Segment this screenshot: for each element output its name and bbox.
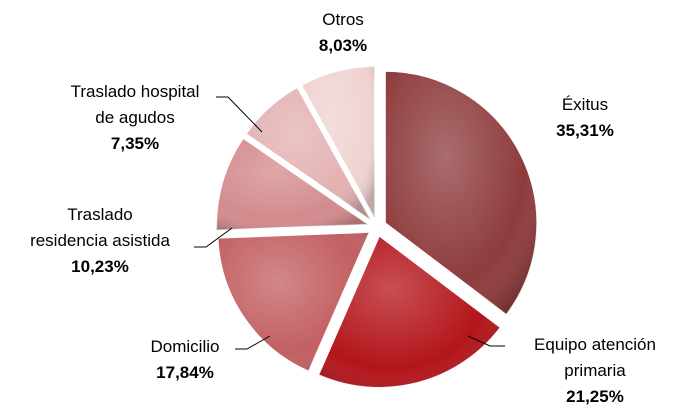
slice-label: Otros 8,03%	[243, 7, 443, 59]
category-label: Domicilio	[150, 337, 220, 356]
leader-line	[216, 96, 263, 133]
slice-label: Éxitus 35,31%	[485, 92, 675, 144]
slice-label: Domicilio 17,84%	[85, 334, 285, 386]
value-label: 7,35%	[110, 134, 160, 153]
leader-line	[194, 227, 233, 248]
slice-shading	[385, 70, 538, 315]
slice-shading	[301, 66, 375, 219]
value-label: 35,31%	[556, 121, 614, 140]
slices	[215, 65, 538, 389]
slice-shading	[245, 87, 371, 221]
slice-label: Equipo atención primaria 21,25%	[495, 332, 675, 410]
value-label: 8,03%	[318, 36, 368, 55]
slice-shading	[318, 235, 501, 388]
category-label: Traslado residencia asistida	[30, 205, 170, 250]
category-label: Éxitus	[561, 95, 609, 114]
value-label: 17,84%	[156, 363, 214, 382]
leader-line	[235, 335, 271, 350]
slice-shading	[217, 232, 370, 372]
slice-label: Traslado residencia asistida 10,23%	[0, 202, 200, 280]
leader-line	[467, 335, 505, 347]
value-label: 10,23%	[71, 257, 129, 276]
category-label: Otros	[322, 10, 364, 29]
category-label: Traslado hospital de agudos	[70, 82, 200, 127]
slice-label: Traslado hospital de agudos 7,35%	[35, 79, 235, 157]
slice-shading	[216, 138, 369, 231]
value-label: 21,25%	[566, 387, 624, 406]
leader-lines	[194, 96, 505, 350]
category-label: Equipo atención primaria	[534, 335, 656, 380]
